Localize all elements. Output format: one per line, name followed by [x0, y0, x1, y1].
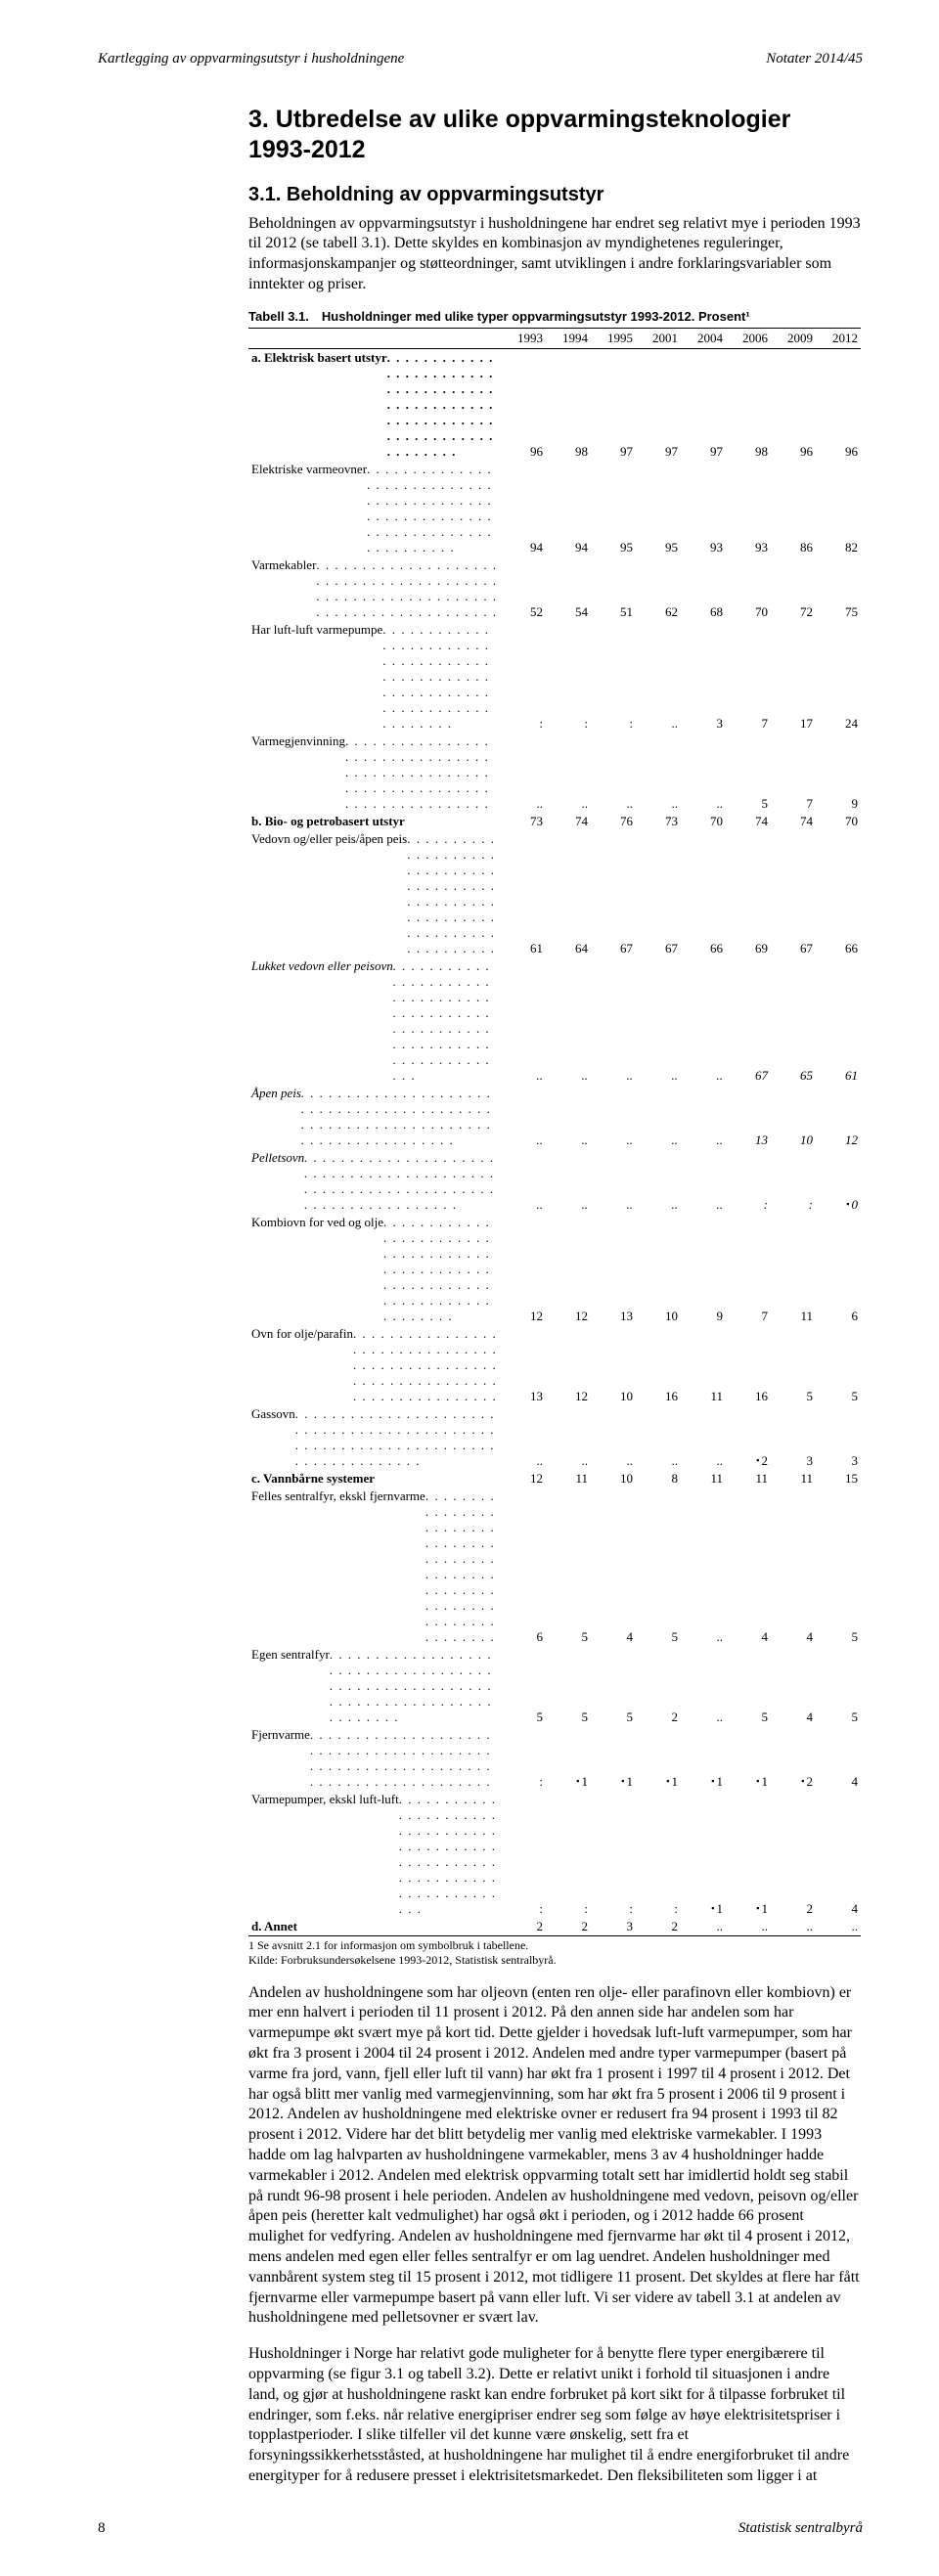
- table-row: Felles sentralfyr, ekskl fjernvarme . . …: [248, 1488, 861, 1646]
- table-row: Ovn for olje/parafin . . . . . . . . . .…: [248, 1325, 861, 1405]
- section-title-line1: 3. Utbredelse av ulike oppvarmingsteknol…: [248, 106, 790, 133]
- subsection-title: 3.1. Beholdning av oppvarmingsutstyr: [248, 184, 863, 206]
- body-para-2: Husholdninger i Norge har relativt gode …: [248, 2344, 863, 2487]
- table-col-year: 1993: [501, 328, 546, 348]
- footer-page-number: 8: [98, 2520, 106, 2537]
- table-row: c. Vannbårne systemer121110811111115: [248, 1470, 861, 1488]
- table-caption: Tabell 3.1. Husholdninger med ulike type…: [248, 309, 863, 324]
- table-row: Varmegjenvinning . . . . . . . . . . . .…: [248, 733, 861, 813]
- table-row: Vedovn og/eller peis/åpen peis . . . . .…: [248, 830, 861, 957]
- table-row: a. Elektrisk basert utstyr . . . . . . .…: [248, 348, 861, 461]
- header-right: Notater 2014/45: [766, 51, 863, 67]
- section-title-line2: 1993-2012: [248, 136, 366, 163]
- table-row: Har luft-luft varmepumpe . . . . . . . .…: [248, 621, 861, 733]
- table-col-year: 2006: [726, 328, 771, 348]
- table-footnote: 1 Se avsnitt 2.1 for informasjon om symb…: [248, 1938, 863, 1968]
- page-header: Kartlegging av oppvarmingsutstyr i husho…: [98, 51, 863, 67]
- table-row: Åpen peis . . . . . . . . . . . . . . . …: [248, 1085, 861, 1149]
- table-col-year: 2012: [816, 328, 861, 348]
- table-row: b. Bio- og petrobasert utstyr73747673707…: [248, 813, 861, 830]
- table-row: Elektriske varmeovner . . . . . . . . . …: [248, 461, 861, 556]
- table-row: Varmepumper, ekskl luft-luft . . . . . .…: [248, 1791, 861, 1918]
- table-3-1: 19931994199520012004200620092012 a. Elek…: [248, 328, 861, 1936]
- table-body: a. Elektrisk basert utstyr . . . . . . .…: [248, 348, 861, 1935]
- footer-source: Statistisk sentralbyrå: [738, 2520, 863, 2537]
- table-row: Lukket vedovn eller peisovn . . . . . . …: [248, 957, 861, 1085]
- intro-paragraph: Beholdningen av oppvarmingsutstyr i hush…: [248, 214, 863, 295]
- table-col-year: 2001: [636, 328, 681, 348]
- table-col-year: 1994: [546, 328, 591, 348]
- table-row: d. Annet2232........: [248, 1918, 861, 1936]
- table-row: Pelletsovn . . . . . . . . . . . . . . .…: [248, 1149, 861, 1214]
- table-row: Kombiovn for ved og olje . . . . . . . .…: [248, 1214, 861, 1325]
- table-row: Fjernvarme . . . . . . . . . . . . . . .…: [248, 1726, 861, 1791]
- table-row: Egen sentralfyr . . . . . . . . . . . . …: [248, 1646, 861, 1726]
- section-title: 3. Utbredelse av ulike oppvarmingsteknol…: [248, 105, 863, 166]
- table-col-year: 2004: [681, 328, 726, 348]
- table-row: Varmekabler . . . . . . . . . . . . . . …: [248, 556, 861, 621]
- table-col-year: 2009: [771, 328, 816, 348]
- table-header-row: 19931994199520012004200620092012: [248, 328, 861, 348]
- table-col-year: 1995: [591, 328, 636, 348]
- table-note-line2: Kilde: Forbruksundersøkelsene 1993-2012,…: [248, 1953, 557, 1967]
- table-note-line1: 1 Se avsnitt 2.1 for informasjon om symb…: [248, 1938, 528, 1952]
- page-footer: 8 Statistisk sentralbyrå: [98, 2520, 863, 2537]
- body-para-1: Andelen av husholdningene som har oljeov…: [248, 1983, 863, 2330]
- table-row: Gassovn . . . . . . . . . . . . . . . . …: [248, 1405, 861, 1470]
- header-left: Kartlegging av oppvarmingsutstyr i husho…: [98, 51, 404, 67]
